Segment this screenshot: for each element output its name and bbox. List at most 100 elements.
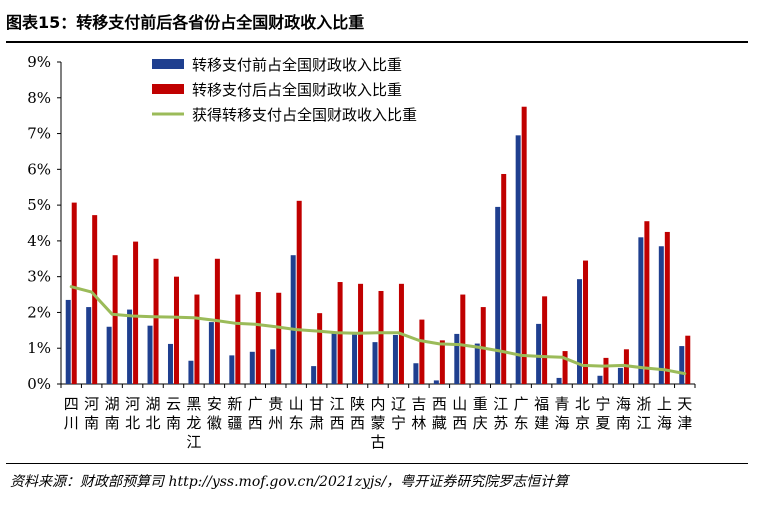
bar-before-transfer — [147, 325, 153, 384]
bar-before-transfer — [86, 307, 92, 384]
bar-before-transfer — [679, 346, 685, 384]
bar-after-transfer — [501, 173, 507, 384]
bar-after-transfer — [521, 106, 527, 384]
x-category-label: 内蒙古 — [370, 395, 385, 451]
bar-before-transfer — [617, 367, 623, 384]
bar-after-transfer — [664, 231, 670, 384]
source-rule — [6, 463, 748, 464]
bar-before-transfer — [556, 377, 562, 384]
y-tick-label: 0% — [27, 375, 51, 393]
bar-before-transfer — [127, 309, 133, 384]
bar-after-transfer — [71, 202, 77, 384]
legend-label: 转移支付后占全国财政收入比重 — [192, 81, 402, 99]
bar-before-transfer — [106, 326, 112, 384]
bar-before-transfer — [352, 334, 358, 384]
legend-swatch — [152, 59, 184, 69]
bar-before-transfer — [290, 255, 296, 384]
bar-after-transfer — [317, 313, 323, 384]
bar-before-transfer — [597, 375, 603, 384]
legend: 转移支付前占全国财政收入比重转移支付后占全国财政收入比重获得转移支付占全国财政收… — [152, 56, 417, 124]
y-tick-label: 8% — [27, 89, 51, 107]
bar-after-transfer — [542, 296, 548, 384]
bar-before-transfer — [454, 333, 460, 384]
bar-after-transfer — [419, 319, 425, 384]
bar-after-transfer — [439, 340, 445, 384]
bar-before-transfer — [495, 206, 501, 384]
x-category-label: 山西 — [452, 395, 467, 432]
x-category-label: 云南 — [166, 395, 181, 432]
bar-before-transfer — [413, 363, 419, 384]
x-category-label: 新疆 — [227, 395, 242, 432]
bar-after-transfer — [562, 351, 568, 384]
y-tick-label: 1% — [27, 339, 51, 357]
bar-after-transfer — [296, 200, 302, 384]
bar-after-transfer — [378, 290, 384, 384]
bar-before-transfer — [474, 343, 480, 384]
legend-swatch — [152, 84, 184, 94]
x-category-label: 青海 — [555, 395, 570, 432]
bar-after-transfer — [255, 292, 261, 384]
y-tick-label: 3% — [27, 268, 51, 286]
x-category-label: 重庆 — [473, 395, 488, 432]
x-category-label: 浙江 — [636, 395, 651, 432]
bar-before-transfer — [167, 343, 173, 384]
bar-before-transfer — [249, 351, 255, 384]
bar-after-transfer — [173, 276, 179, 384]
x-category-label: 宁夏 — [595, 395, 610, 432]
bar-after-transfer — [603, 357, 609, 384]
bar-before-transfer — [372, 342, 378, 384]
bar-after-transfer — [460, 294, 466, 384]
bar-before-transfer — [577, 279, 583, 384]
y-tick-label: 9% — [27, 53, 51, 71]
bar-before-transfer — [311, 366, 317, 384]
legend-label: 获得转移支付占全国财政收入比重 — [192, 106, 417, 124]
bar-before-transfer — [65, 299, 71, 384]
bar-before-transfer — [433, 380, 439, 384]
bar-after-transfer — [92, 215, 98, 384]
bar-after-transfer — [583, 260, 589, 384]
x-category-label: 广西 — [248, 395, 263, 432]
transfer-line-series — [69, 285, 687, 376]
y-tick-label: 6% — [27, 160, 51, 178]
x-category-label: 上海 — [657, 395, 672, 432]
bar-before-transfer — [229, 355, 235, 384]
bar-before-transfer — [208, 322, 214, 384]
bar-after-transfer — [194, 294, 200, 384]
bar-after-transfer — [112, 255, 118, 384]
bar-before-transfer — [331, 333, 337, 384]
x-category-label: 湖南 — [105, 395, 120, 432]
x-category-label: 吉林 — [411, 395, 426, 432]
bar-before-transfer — [638, 237, 644, 384]
x-category-label: 海南 — [616, 395, 631, 432]
bar-after-transfer — [235, 294, 241, 384]
x-category-label: 广东 — [514, 395, 529, 432]
x-category-label: 湖北 — [146, 395, 161, 432]
x-category-label: 西藏 — [432, 395, 447, 432]
x-category-label: 贵州 — [268, 395, 283, 432]
bar-after-transfer — [644, 221, 650, 384]
x-category-label: 河北 — [125, 395, 140, 432]
bar-before-transfer — [536, 323, 542, 384]
bar-after-transfer — [153, 258, 159, 384]
x-category-label: 陕西 — [350, 395, 365, 432]
x-category-label: 四川 — [64, 395, 79, 432]
x-category-label: 山东 — [289, 395, 304, 432]
x-category-label: 安徽 — [207, 395, 222, 432]
bar-after-transfer — [133, 241, 139, 384]
bar-after-transfer — [276, 292, 282, 384]
axes: 0%1%2%3%4%5%6%7%8%9%四川河南湖南河北湖北云南黑龙江安徽新疆广… — [27, 53, 696, 451]
source-note: 资料来源：财政部预算司 http://yss.mof.gov.cn/2021zy… — [10, 474, 569, 490]
figure-title: 图表15：转移支付前后各省份占全国财政收入比重 — [6, 13, 365, 32]
title-rule — [6, 41, 748, 43]
bar-after-transfer — [480, 307, 486, 384]
legend-label: 转移支付前占全国财政收入比重 — [192, 56, 402, 74]
x-category-label: 北京 — [575, 395, 590, 432]
y-tick-label: 4% — [27, 232, 51, 250]
bar-before-transfer — [515, 135, 521, 384]
x-category-label: 黑龙江 — [186, 395, 201, 451]
y-tick-label: 5% — [27, 196, 51, 214]
line-transfer-share — [69, 285, 687, 376]
x-category-label: 福建 — [534, 395, 549, 432]
bars — [65, 106, 691, 384]
